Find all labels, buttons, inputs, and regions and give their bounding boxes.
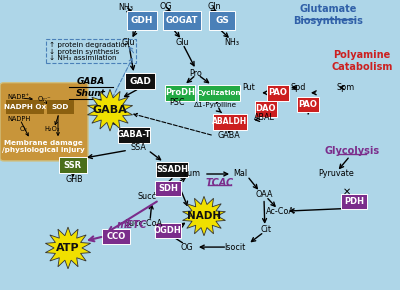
Text: Mal: Mal bbox=[233, 169, 247, 179]
Text: SSA: SSA bbox=[130, 143, 146, 153]
Text: O₂: O₂ bbox=[20, 126, 28, 132]
Text: GS: GS bbox=[215, 16, 229, 25]
Polygon shape bbox=[87, 89, 133, 131]
Text: Fum: Fum bbox=[184, 169, 200, 179]
Text: ✕: ✕ bbox=[343, 186, 351, 196]
FancyBboxPatch shape bbox=[58, 157, 87, 173]
FancyBboxPatch shape bbox=[127, 11, 157, 30]
Text: ABALDH: ABALDH bbox=[212, 117, 248, 126]
Text: PAO: PAO bbox=[268, 88, 288, 97]
Text: Spm: Spm bbox=[337, 83, 355, 92]
Text: SDH: SDH bbox=[158, 184, 178, 193]
Text: Membrane damage
/physiological injury: Membrane damage /physiological injury bbox=[2, 140, 84, 153]
FancyBboxPatch shape bbox=[213, 114, 247, 130]
Text: SSR: SSR bbox=[64, 161, 82, 170]
Text: Ac-CoA: Ac-CoA bbox=[266, 207, 294, 216]
Text: GOGAT: GOGAT bbox=[166, 16, 198, 25]
Text: SSADH: SSADH bbox=[156, 165, 188, 174]
FancyBboxPatch shape bbox=[156, 162, 188, 177]
FancyBboxPatch shape bbox=[118, 127, 150, 143]
FancyBboxPatch shape bbox=[165, 85, 195, 101]
Text: Glutamate
Biosynthesis: Glutamate Biosynthesis bbox=[293, 4, 363, 26]
Text: ↑ protein degradation: ↑ protein degradation bbox=[49, 42, 129, 48]
Text: PSC: PSC bbox=[170, 98, 185, 108]
Polygon shape bbox=[45, 227, 91, 269]
FancyBboxPatch shape bbox=[198, 85, 240, 101]
Text: SOD: SOD bbox=[52, 104, 69, 110]
Text: OGDH: OGDH bbox=[154, 226, 182, 235]
Text: H₂O₂: H₂O₂ bbox=[44, 126, 60, 132]
Text: OG: OG bbox=[160, 2, 172, 11]
Text: ↓ NH₃ assimilation: ↓ NH₃ assimilation bbox=[49, 55, 116, 61]
FancyBboxPatch shape bbox=[155, 223, 181, 238]
Text: NADPH: NADPH bbox=[7, 116, 30, 122]
Text: OG: OG bbox=[181, 242, 194, 252]
Text: ATP: ATP bbox=[56, 243, 80, 253]
Text: Pro: Pro bbox=[190, 68, 202, 78]
Text: Isocit: Isocit bbox=[224, 242, 246, 252]
Text: Glu: Glu bbox=[121, 37, 135, 47]
Text: Succ-CoA: Succ-CoA bbox=[125, 219, 163, 229]
FancyBboxPatch shape bbox=[297, 97, 319, 112]
Text: Gln: Gln bbox=[207, 2, 221, 11]
Text: Pyruvate: Pyruvate bbox=[318, 169, 354, 179]
Text: Shunt: Shunt bbox=[76, 89, 106, 98]
Text: GABA: GABA bbox=[77, 77, 105, 86]
Text: Put: Put bbox=[242, 83, 255, 92]
FancyBboxPatch shape bbox=[47, 100, 74, 114]
Text: Glu: Glu bbox=[175, 37, 189, 47]
Text: GAD: GAD bbox=[129, 77, 151, 86]
Text: Cyclization: Cyclization bbox=[197, 90, 242, 96]
Text: OAA: OAA bbox=[255, 190, 273, 199]
Text: O₂·⁻: O₂·⁻ bbox=[38, 96, 52, 102]
Text: TCAC: TCAC bbox=[205, 178, 233, 188]
Text: ABAL: ABAL bbox=[254, 113, 274, 122]
Text: Succ: Succ bbox=[138, 192, 157, 201]
FancyBboxPatch shape bbox=[6, 100, 44, 114]
Text: PDH: PDH bbox=[344, 197, 364, 206]
Text: Glycolysis: Glycolysis bbox=[324, 146, 380, 156]
FancyBboxPatch shape bbox=[0, 83, 88, 161]
FancyBboxPatch shape bbox=[209, 11, 235, 30]
Text: mETC: mETC bbox=[117, 220, 147, 230]
Text: NH₃: NH₃ bbox=[224, 37, 240, 47]
Text: ProDH: ProDH bbox=[165, 88, 195, 97]
Text: Cit: Cit bbox=[260, 225, 272, 234]
FancyBboxPatch shape bbox=[155, 181, 181, 196]
Text: CCO: CCO bbox=[106, 232, 126, 241]
Text: Polyamine
Catabolism: Polyamine Catabolism bbox=[331, 50, 393, 72]
Text: NADP⁺: NADP⁺ bbox=[7, 94, 29, 100]
FancyBboxPatch shape bbox=[255, 101, 277, 117]
Text: PAO: PAO bbox=[298, 100, 318, 109]
Text: NH₃: NH₃ bbox=[118, 3, 134, 12]
FancyBboxPatch shape bbox=[125, 73, 155, 89]
Text: GABA: GABA bbox=[218, 131, 240, 140]
Text: GABA: GABA bbox=[93, 105, 127, 115]
Text: Spd: Spd bbox=[290, 83, 306, 92]
Text: GABA-T: GABA-T bbox=[117, 130, 151, 139]
FancyBboxPatch shape bbox=[267, 85, 289, 101]
FancyBboxPatch shape bbox=[341, 194, 367, 209]
FancyBboxPatch shape bbox=[102, 229, 130, 244]
Polygon shape bbox=[182, 196, 226, 236]
Text: DAO: DAO bbox=[256, 104, 276, 113]
Text: ↓ protein synthesis: ↓ protein synthesis bbox=[49, 48, 119, 55]
Text: GDH: GDH bbox=[131, 16, 153, 25]
Text: GHB: GHB bbox=[65, 175, 83, 184]
Text: NADH: NADH bbox=[187, 211, 221, 221]
Text: Δ1-Pyrolline: Δ1-Pyrolline bbox=[194, 102, 237, 108]
Text: NADPH Ox: NADPH Ox bbox=[4, 104, 46, 110]
FancyBboxPatch shape bbox=[163, 11, 201, 30]
